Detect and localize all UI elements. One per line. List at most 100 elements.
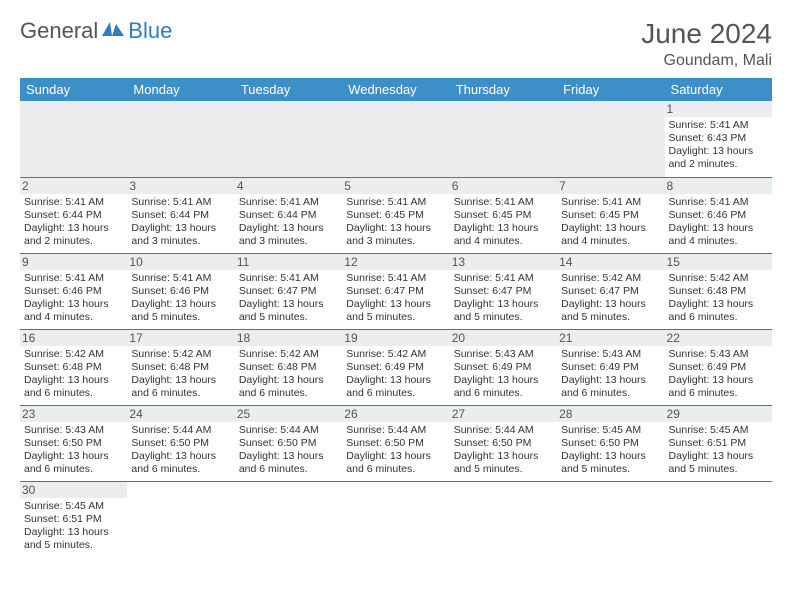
calendar-row: 9Sunrise: 5:41 AMSunset: 6:46 PMDaylight… [20, 253, 772, 329]
day-number: 17 [127, 330, 234, 346]
sun-info: Sunrise: 5:41 AMSunset: 6:44 PMDaylight:… [24, 196, 123, 249]
day-number: 2 [20, 178, 127, 194]
calendar-cell: 23Sunrise: 5:43 AMSunset: 6:50 PMDayligh… [20, 405, 127, 481]
calendar-cell: 11 Sunrise: 5:41 AMSunset: 6:47 PMDayligh… [235, 253, 342, 329]
sun-info: Sunrise: 5:41 AMSunset: 6:46 PMDaylight:… [669, 196, 768, 249]
calendar-cell [127, 481, 234, 557]
calendar-cell: 22 Sunrise: 5:43 AMSunset: 6:49 PMDayligh… [665, 329, 772, 405]
calendar-cell [557, 481, 664, 557]
calendar-cell: 3 Sunrise: 5:41 AMSunset: 6:44 PMDaylight… [127, 177, 234, 253]
calendar-row: 16Sunrise: 5:42 AMSunset: 6:48 PMDayligh… [20, 329, 772, 405]
calendar-cell: 28Sunrise: 5:45 AMSunset: 6:50 PMDayligh… [557, 405, 664, 481]
calendar-cell [127, 101, 234, 177]
calendar-cell: 15 Sunrise: 5:42 AMSunset: 6:48 PMDayligh… [665, 253, 772, 329]
calendar-cell: 12 Sunrise: 5:41 AMSunset: 6:47 PMDayligh… [342, 253, 449, 329]
calendar-cell [342, 101, 449, 177]
day-number: 23 [20, 406, 127, 422]
calendar-cell [450, 101, 557, 177]
day-number: 11 [235, 254, 342, 270]
logo-text-general: General [20, 18, 98, 44]
sun-info: Sunrise: 5:44 AMSunset: 6:50 PMDaylight:… [239, 424, 338, 477]
sun-info: Sunrise: 5:43 AMSunset: 6:49 PMDaylight:… [669, 348, 768, 401]
day-number: 1 [665, 101, 772, 117]
calendar-cell [342, 481, 449, 557]
calendar-cell: 26 Sunrise: 5:44 AMSunset: 6:50 PMDayligh… [342, 405, 449, 481]
weekday-header: Tuesday [235, 78, 342, 101]
sun-info: Sunrise: 5:41 AMSunset: 6:45 PMDaylight:… [346, 196, 445, 249]
calendar-cell: 27 Sunrise: 5:44 AMSunset: 6:50 PMDayligh… [450, 405, 557, 481]
sun-info: Sunrise: 5:41 AMSunset: 6:43 PMDaylight:… [669, 119, 768, 172]
sun-info: Sunrise: 5:41 AMSunset: 6:45 PMDaylight:… [561, 196, 660, 249]
weekday-header: Thursday [450, 78, 557, 101]
day-number: 10 [127, 254, 234, 270]
day-number: 3 [127, 178, 234, 194]
sun-info: Sunrise: 5:41 AMSunset: 6:47 PMDaylight:… [454, 272, 553, 325]
day-number: 26 [342, 406, 449, 422]
day-number: 14 [557, 254, 664, 270]
calendar-cell [557, 101, 664, 177]
calendar-cell: 18Sunrise: 5:42 AMSunset: 6:48 PMDayligh… [235, 329, 342, 405]
calendar-row: 2Sunrise: 5:41 AMSunset: 6:44 PMDaylight… [20, 177, 772, 253]
weekday-header: Sunday [20, 78, 127, 101]
calendar-cell [665, 481, 772, 557]
day-number: 19 [342, 330, 449, 346]
sun-info: Sunrise: 5:42 AMSunset: 6:48 PMDaylight:… [24, 348, 123, 401]
calendar-row: 23Sunrise: 5:43 AMSunset: 6:50 PMDayligh… [20, 405, 772, 481]
sun-info: Sunrise: 5:41 AMSunset: 6:46 PMDaylight:… [131, 272, 230, 325]
day-number: 25 [235, 406, 342, 422]
day-number: 6 [450, 178, 557, 194]
sun-info: Sunrise: 5:43 AMSunset: 6:49 PMDaylight:… [561, 348, 660, 401]
calendar-body: 1 Sunrise: 5:41 AMSunset: 6:43 PMDaylight… [20, 101, 772, 557]
calendar-cell: 5 Sunrise: 5:41 AMSunset: 6:45 PMDaylight… [342, 177, 449, 253]
location: Goundam, Mali [641, 52, 772, 70]
sun-info: Sunrise: 5:44 AMSunset: 6:50 PMDaylight:… [454, 424, 553, 477]
sun-info: Sunrise: 5:44 AMSunset: 6:50 PMDaylight:… [346, 424, 445, 477]
calendar-cell: 25 Sunrise: 5:44 AMSunset: 6:50 PMDayligh… [235, 405, 342, 481]
sun-info: Sunrise: 5:43 AMSunset: 6:49 PMDaylight:… [454, 348, 553, 401]
day-number: 27 [450, 406, 557, 422]
day-number: 22 [665, 330, 772, 346]
sun-info: Sunrise: 5:41 AMSunset: 6:46 PMDaylight:… [24, 272, 123, 325]
calendar-table: Sunday Monday Tuesday Wednesday Thursday… [20, 78, 772, 557]
sun-info: Sunrise: 5:45 AMSunset: 6:51 PMDaylight:… [24, 500, 123, 553]
sun-info: Sunrise: 5:41 AMSunset: 6:44 PMDaylight:… [239, 196, 338, 249]
calendar-row: 1 Sunrise: 5:41 AMSunset: 6:43 PMDaylight… [20, 101, 772, 177]
weekday-header: Friday [557, 78, 664, 101]
sun-info: Sunrise: 5:45 AMSunset: 6:50 PMDaylight:… [561, 424, 660, 477]
sun-info: Sunrise: 5:45 AMSunset: 6:51 PMDaylight:… [669, 424, 768, 477]
sun-info: Sunrise: 5:41 AMSunset: 6:47 PMDaylight:… [346, 272, 445, 325]
calendar-cell: 29Sunrise: 5:45 AMSunset: 6:51 PMDayligh… [665, 405, 772, 481]
logo: General Blue [20, 18, 172, 44]
calendar-cell [235, 481, 342, 557]
calendar-cell: 10 Sunrise: 5:41 AMSunset: 6:46 PMDayligh… [127, 253, 234, 329]
sun-info: Sunrise: 5:41 AMSunset: 6:45 PMDaylight:… [454, 196, 553, 249]
day-number: 7 [557, 178, 664, 194]
sun-info: Sunrise: 5:42 AMSunset: 6:47 PMDaylight:… [561, 272, 660, 325]
calendar-cell [20, 101, 127, 177]
sun-info: Sunrise: 5:42 AMSunset: 6:48 PMDaylight:… [669, 272, 768, 325]
sun-info: Sunrise: 5:41 AMSunset: 6:47 PMDaylight:… [239, 272, 338, 325]
flag-icon [102, 18, 124, 44]
calendar-row: 30Sunrise: 5:45 AMSunset: 6:51 PMDayligh… [20, 481, 772, 557]
day-number: 15 [665, 254, 772, 270]
day-number: 5 [342, 178, 449, 194]
sun-info: Sunrise: 5:42 AMSunset: 6:49 PMDaylight:… [346, 348, 445, 401]
calendar-cell: 9Sunrise: 5:41 AMSunset: 6:46 PMDaylight… [20, 253, 127, 329]
calendar-cell: 6 Sunrise: 5:41 AMSunset: 6:45 PMDaylight… [450, 177, 557, 253]
calendar-cell: 8Sunrise: 5:41 AMSunset: 6:46 PMDaylight… [665, 177, 772, 253]
logo-text-blue: Blue [128, 18, 172, 44]
calendar-cell: 1 Sunrise: 5:41 AMSunset: 6:43 PMDaylight… [665, 101, 772, 177]
calendar-cell: 4 Sunrise: 5:41 AMSunset: 6:44 PMDaylight… [235, 177, 342, 253]
page-header: General Blue June 2024 Goundam, Mali [20, 18, 772, 70]
calendar-cell: 19 Sunrise: 5:42 AMSunset: 6:49 PMDayligh… [342, 329, 449, 405]
day-number: 4 [235, 178, 342, 194]
day-number: 12 [342, 254, 449, 270]
calendar-cell [450, 481, 557, 557]
day-number: 18 [235, 330, 342, 346]
calendar-cell: 13Sunrise: 5:41 AMSunset: 6:47 PMDayligh… [450, 253, 557, 329]
sun-info: Sunrise: 5:41 AMSunset: 6:44 PMDaylight:… [131, 196, 230, 249]
sun-info: Sunrise: 5:42 AMSunset: 6:48 PMDaylight:… [131, 348, 230, 401]
sun-info: Sunrise: 5:44 AMSunset: 6:50 PMDaylight:… [131, 424, 230, 477]
title-block: June 2024 Goundam, Mali [641, 18, 772, 70]
weekday-header-row: Sunday Monday Tuesday Wednesday Thursday… [20, 78, 772, 101]
